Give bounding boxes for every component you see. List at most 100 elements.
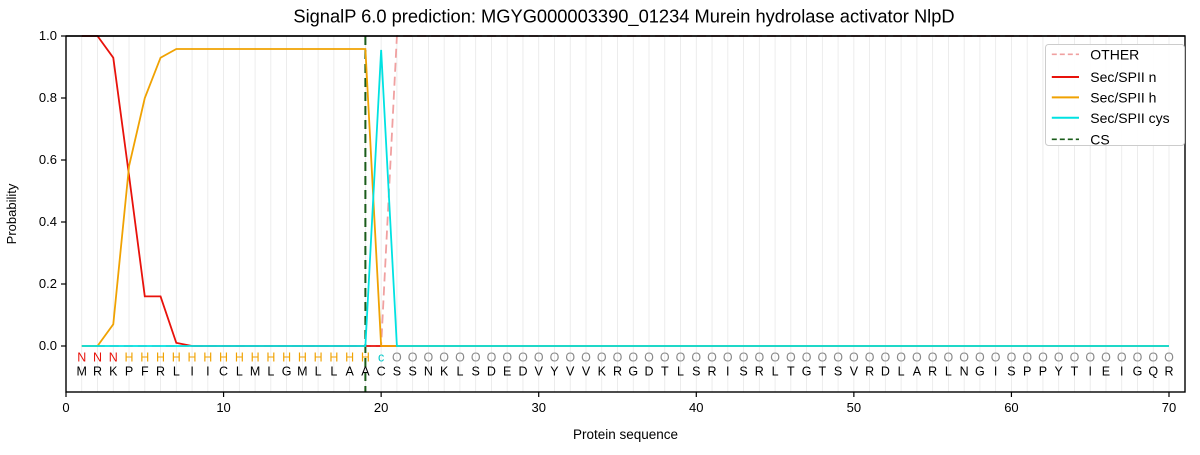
svg-text:O: O bbox=[944, 351, 954, 365]
svg-text:G: G bbox=[282, 365, 292, 379]
svg-text:M: M bbox=[77, 365, 87, 379]
svg-text:L: L bbox=[898, 365, 905, 379]
svg-text:Probability: Probability bbox=[4, 183, 19, 244]
svg-text:E: E bbox=[1102, 365, 1110, 379]
svg-text:60: 60 bbox=[1004, 400, 1018, 415]
svg-text:O: O bbox=[691, 351, 701, 365]
svg-text:S: S bbox=[472, 365, 480, 379]
svg-text:M: M bbox=[297, 365, 307, 379]
svg-text:A: A bbox=[345, 365, 354, 379]
svg-text:K: K bbox=[598, 365, 607, 379]
svg-text:O: O bbox=[581, 351, 591, 365]
svg-text:O: O bbox=[1054, 351, 1064, 365]
svg-text:R: R bbox=[708, 365, 717, 379]
svg-text:O: O bbox=[802, 351, 812, 365]
svg-text:I: I bbox=[1120, 365, 1123, 379]
svg-text:L: L bbox=[236, 365, 243, 379]
svg-text:M: M bbox=[250, 365, 260, 379]
svg-text:O: O bbox=[1022, 351, 1032, 365]
svg-text:L: L bbox=[330, 365, 337, 379]
svg-text:H: H bbox=[266, 351, 275, 365]
svg-text:O: O bbox=[1164, 351, 1174, 365]
svg-text:C: C bbox=[377, 365, 386, 379]
svg-text:N: N bbox=[109, 351, 118, 365]
svg-text:C: C bbox=[219, 365, 228, 379]
svg-text:O: O bbox=[597, 351, 607, 365]
svg-text:I: I bbox=[206, 365, 209, 379]
svg-text:K: K bbox=[440, 365, 449, 379]
svg-text:O: O bbox=[833, 351, 843, 365]
svg-text:O: O bbox=[786, 351, 796, 365]
svg-text:G: G bbox=[802, 365, 812, 379]
svg-text:L: L bbox=[945, 365, 952, 379]
svg-text:T: T bbox=[819, 365, 827, 379]
svg-text:O: O bbox=[1133, 351, 1143, 365]
svg-text:O: O bbox=[550, 351, 560, 365]
svg-text:O: O bbox=[518, 351, 528, 365]
svg-text:V: V bbox=[850, 365, 859, 379]
svg-text:R: R bbox=[865, 365, 874, 379]
svg-text:O: O bbox=[628, 351, 638, 365]
svg-text:V: V bbox=[566, 365, 575, 379]
svg-text:Sec/SPII h: Sec/SPII h bbox=[1090, 89, 1156, 105]
svg-text:0.8: 0.8 bbox=[39, 90, 57, 105]
svg-text:N: N bbox=[93, 351, 102, 365]
svg-text:O: O bbox=[613, 351, 623, 365]
svg-text:R: R bbox=[613, 365, 622, 379]
svg-text:H: H bbox=[314, 351, 323, 365]
svg-text:R: R bbox=[928, 365, 937, 379]
svg-text:H: H bbox=[125, 351, 134, 365]
svg-text:O: O bbox=[881, 351, 891, 365]
svg-text:I: I bbox=[1088, 365, 1091, 379]
svg-text:O: O bbox=[1117, 351, 1127, 365]
svg-text:1.0: 1.0 bbox=[39, 28, 57, 43]
svg-text:H: H bbox=[282, 351, 291, 365]
svg-text:N: N bbox=[960, 365, 969, 379]
svg-text:O: O bbox=[912, 351, 922, 365]
svg-text:O: O bbox=[502, 351, 512, 365]
svg-text:Sec/SPII cys: Sec/SPII cys bbox=[1090, 110, 1169, 126]
svg-text:CS: CS bbox=[1090, 131, 1109, 147]
svg-text:O: O bbox=[392, 351, 402, 365]
svg-text:T: T bbox=[661, 365, 669, 379]
svg-text:30: 30 bbox=[531, 400, 545, 415]
svg-text:O: O bbox=[1038, 351, 1048, 365]
svg-text:S: S bbox=[393, 365, 401, 379]
svg-text:O: O bbox=[959, 351, 969, 365]
svg-text:K: K bbox=[109, 365, 118, 379]
svg-text:H: H bbox=[329, 351, 338, 365]
svg-text:0.6: 0.6 bbox=[39, 152, 57, 167]
svg-text:20: 20 bbox=[374, 400, 388, 415]
svg-text:O: O bbox=[1101, 351, 1111, 365]
svg-text:S: S bbox=[739, 365, 747, 379]
svg-text:A: A bbox=[361, 365, 370, 379]
svg-text:O: O bbox=[707, 351, 717, 365]
svg-text:L: L bbox=[677, 365, 684, 379]
svg-text:L: L bbox=[772, 365, 779, 379]
svg-text:T: T bbox=[787, 365, 795, 379]
svg-text:N: N bbox=[424, 365, 433, 379]
svg-text:H: H bbox=[298, 351, 307, 365]
svg-text:H: H bbox=[140, 351, 149, 365]
svg-text:10: 10 bbox=[216, 400, 230, 415]
svg-text:40: 40 bbox=[689, 400, 703, 415]
svg-text:H: H bbox=[188, 351, 197, 365]
svg-text:O: O bbox=[975, 351, 985, 365]
svg-text:V: V bbox=[582, 365, 591, 379]
svg-text:O: O bbox=[865, 351, 875, 365]
svg-text:O: O bbox=[644, 351, 654, 365]
svg-text:Protein sequence: Protein sequence bbox=[573, 427, 678, 442]
svg-text:O: O bbox=[770, 351, 780, 365]
svg-text:P: P bbox=[1023, 365, 1031, 379]
svg-text:H: H bbox=[172, 351, 181, 365]
svg-text:50: 50 bbox=[847, 400, 861, 415]
svg-text:O: O bbox=[534, 351, 544, 365]
svg-text:O: O bbox=[455, 351, 465, 365]
svg-text:H: H bbox=[219, 351, 228, 365]
svg-text:O: O bbox=[439, 351, 449, 365]
svg-text:E: E bbox=[503, 365, 511, 379]
svg-text:O: O bbox=[1070, 351, 1080, 365]
svg-text:H: H bbox=[345, 351, 354, 365]
svg-text:G: G bbox=[975, 365, 985, 379]
svg-text:S: S bbox=[408, 365, 416, 379]
